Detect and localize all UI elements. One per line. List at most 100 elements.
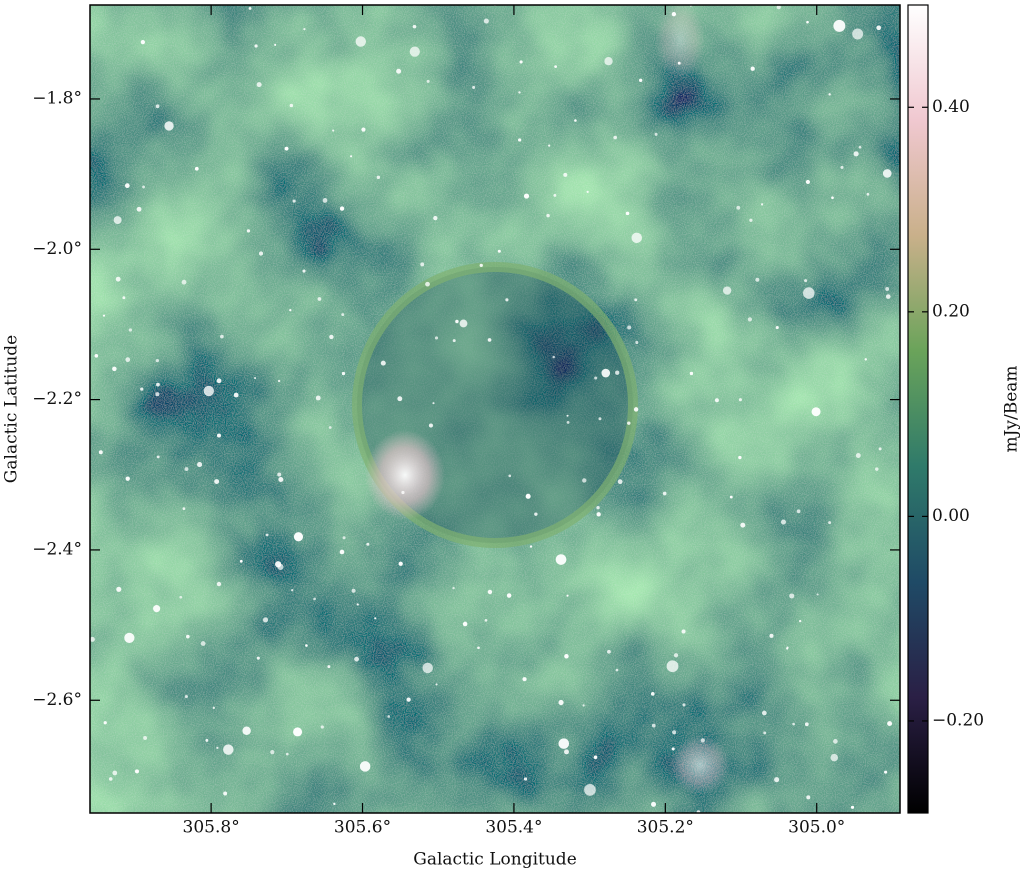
point-source <box>233 392 239 398</box>
point-source <box>140 387 144 391</box>
point-source <box>164 121 174 131</box>
point-source <box>341 313 345 316</box>
point-source <box>875 467 879 471</box>
y-tick-label: −2.0° <box>32 239 82 259</box>
point-source <box>887 721 893 727</box>
point-source <box>831 196 834 200</box>
point-source <box>627 325 632 330</box>
point-source <box>850 805 855 809</box>
point-source <box>672 730 677 735</box>
point-source <box>635 340 639 344</box>
point-source <box>396 68 402 74</box>
point-source <box>553 193 557 197</box>
point-source <box>220 334 224 339</box>
point-source <box>128 328 133 332</box>
point-source <box>760 203 764 206</box>
point-source <box>356 603 359 606</box>
point-source <box>366 542 370 546</box>
point-source <box>155 392 160 397</box>
point-source <box>302 269 306 273</box>
point-source <box>774 777 780 783</box>
point-source <box>525 493 531 499</box>
point-source <box>885 294 891 299</box>
point-source <box>329 334 334 340</box>
point-source <box>564 749 569 755</box>
point-source <box>380 360 386 366</box>
point-source <box>293 727 303 737</box>
point-source <box>433 215 438 221</box>
point-source <box>529 545 533 548</box>
x-tick-label: 305.6° <box>334 818 391 838</box>
point-source <box>339 206 345 211</box>
point-source <box>780 519 787 525</box>
point-source <box>506 593 512 598</box>
point-source <box>666 660 679 673</box>
point-source <box>682 703 686 707</box>
point-source <box>796 509 801 514</box>
point-source <box>548 144 551 147</box>
point-source <box>376 175 381 180</box>
point-source <box>422 662 433 674</box>
point-source <box>341 371 346 376</box>
point-source <box>613 135 617 140</box>
point-source <box>140 39 145 45</box>
point-source <box>604 57 613 66</box>
point-source <box>374 617 377 620</box>
point-source <box>115 276 121 282</box>
point-source <box>342 536 346 540</box>
point-source <box>519 60 523 64</box>
point-source <box>479 263 483 268</box>
point-source <box>714 398 719 403</box>
point-source <box>749 218 753 222</box>
point-source <box>738 398 742 402</box>
point-source <box>601 368 611 378</box>
point-source <box>811 407 821 417</box>
point-source <box>534 512 538 516</box>
point-source <box>194 166 199 171</box>
point-source <box>786 646 789 649</box>
point-source <box>828 93 831 96</box>
point-source <box>112 770 118 776</box>
point-source <box>882 169 892 178</box>
point-source <box>455 319 459 324</box>
point-source <box>654 132 658 136</box>
point-source <box>615 668 619 672</box>
point-source <box>452 339 456 343</box>
x-axis-label: Galactic Longitude <box>413 850 577 870</box>
point-source <box>673 653 679 658</box>
point-source <box>122 296 126 300</box>
point-source <box>671 11 677 17</box>
point-source <box>103 721 107 725</box>
point-source <box>355 36 366 47</box>
point-source <box>582 478 587 483</box>
point-source <box>425 281 430 287</box>
point-source <box>884 770 888 774</box>
point-source <box>806 20 809 24</box>
point-source <box>98 450 103 455</box>
point-source <box>184 695 188 699</box>
point-source <box>359 761 371 772</box>
point-source <box>200 641 206 646</box>
point-source <box>558 738 570 749</box>
point-source <box>239 559 243 563</box>
point-source <box>477 646 480 650</box>
point-source <box>459 319 468 328</box>
point-source <box>769 633 774 638</box>
point-source <box>143 736 148 740</box>
point-source <box>428 423 433 428</box>
point-source <box>432 402 435 405</box>
point-source <box>155 358 160 363</box>
point-source <box>689 371 694 376</box>
point-source <box>136 206 142 212</box>
point-source <box>828 521 832 525</box>
point-source <box>256 82 262 88</box>
point-source <box>315 395 321 401</box>
point-source <box>582 704 585 707</box>
point-source <box>112 366 117 372</box>
point-source <box>574 119 577 122</box>
point-source <box>125 357 131 363</box>
point-source <box>351 588 356 593</box>
point-source <box>484 618 488 622</box>
y-tick-label: −1.8° <box>32 88 82 108</box>
